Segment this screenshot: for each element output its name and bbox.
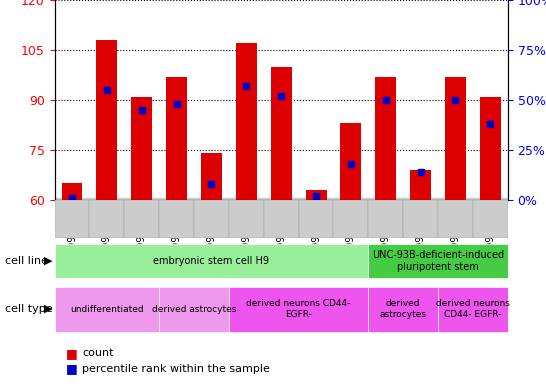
FancyBboxPatch shape	[264, 200, 299, 238]
Text: ■: ■	[66, 347, 78, 360]
Bar	[480, 96, 501, 200]
FancyBboxPatch shape	[229, 286, 369, 331]
FancyBboxPatch shape	[229, 200, 264, 238]
FancyBboxPatch shape	[159, 286, 229, 331]
FancyBboxPatch shape	[55, 200, 90, 238]
Text: derived
astrocytes: derived astrocytes	[379, 300, 427, 319]
FancyBboxPatch shape	[299, 200, 334, 238]
Bar	[271, 66, 292, 200]
Text: cell line: cell line	[5, 256, 49, 266]
Text: count: count	[82, 348, 114, 358]
Bar	[229, 198, 264, 200]
Bar	[369, 198, 403, 200]
FancyBboxPatch shape	[369, 200, 403, 238]
Bar	[90, 198, 124, 200]
Text: derived neurons CD44-
EGFR-: derived neurons CD44- EGFR-	[246, 300, 351, 319]
Text: undifferentiated: undifferentiated	[70, 305, 144, 314]
Bar	[55, 198, 90, 200]
FancyBboxPatch shape	[334, 200, 369, 238]
Bar	[306, 190, 327, 200]
Bar	[403, 198, 438, 200]
FancyBboxPatch shape	[55, 244, 369, 278]
Bar	[166, 76, 187, 200]
FancyBboxPatch shape	[369, 244, 508, 278]
Text: derived astrocytes: derived astrocytes	[152, 305, 236, 314]
Bar	[62, 183, 82, 200]
Text: embryonic stem cell H9: embryonic stem cell H9	[153, 256, 270, 266]
Bar	[375, 76, 396, 200]
Text: UNC-93B-deficient-induced
pluripotent stem: UNC-93B-deficient-induced pluripotent st…	[372, 250, 504, 272]
Bar	[473, 198, 508, 200]
Text: ▶: ▶	[44, 256, 52, 266]
Bar	[410, 170, 431, 200]
FancyBboxPatch shape	[159, 200, 194, 238]
FancyBboxPatch shape	[124, 200, 159, 238]
Text: derived neurons
CD44- EGFR-: derived neurons CD44- EGFR-	[436, 300, 510, 319]
Text: ■: ■	[66, 362, 78, 375]
Bar	[334, 198, 369, 200]
Bar	[264, 198, 299, 200]
Bar	[97, 40, 117, 200]
Bar	[131, 96, 152, 200]
FancyBboxPatch shape	[473, 200, 508, 238]
FancyBboxPatch shape	[438, 286, 508, 331]
Bar	[438, 198, 473, 200]
Bar	[201, 153, 222, 200]
Text: percentile rank within the sample: percentile rank within the sample	[82, 364, 270, 374]
Text: ▶: ▶	[44, 304, 52, 314]
FancyBboxPatch shape	[438, 200, 473, 238]
Bar	[236, 43, 257, 200]
Bar	[124, 198, 159, 200]
FancyBboxPatch shape	[403, 200, 438, 238]
FancyBboxPatch shape	[90, 200, 124, 238]
FancyBboxPatch shape	[55, 286, 159, 331]
FancyBboxPatch shape	[369, 286, 438, 331]
Bar	[341, 123, 361, 200]
FancyBboxPatch shape	[194, 200, 229, 238]
Bar	[194, 198, 229, 200]
Bar	[445, 76, 466, 200]
Text: cell type: cell type	[5, 304, 53, 314]
Bar	[299, 198, 334, 200]
Bar	[159, 198, 194, 200]
